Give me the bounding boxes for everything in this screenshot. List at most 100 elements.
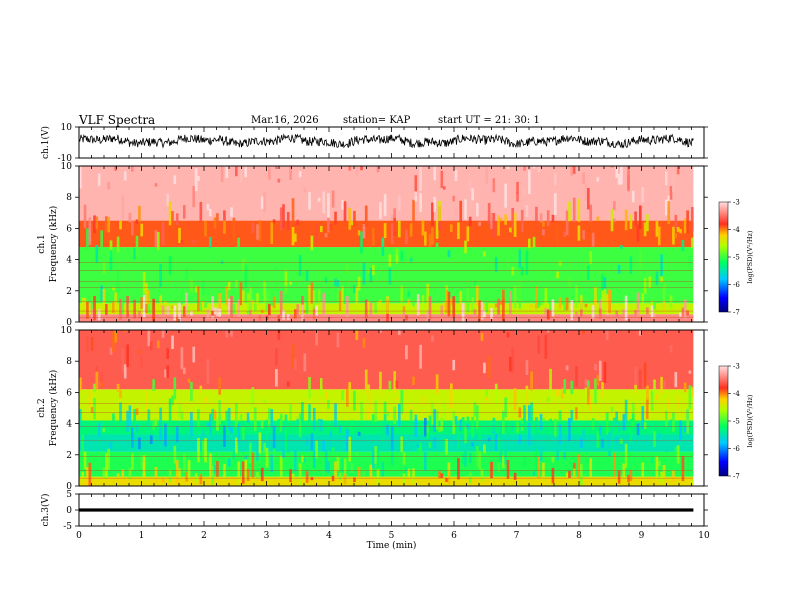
ch1-streak [433, 166, 437, 181]
ch1-streak [145, 304, 148, 314]
ch1-streak [516, 181, 519, 194]
ch2-streak [173, 445, 177, 464]
ch2-streak [190, 411, 193, 437]
ch2-streak [133, 409, 136, 433]
ch1-streak [398, 220, 401, 238]
ch1-streak [341, 200, 344, 210]
ch1-streak [303, 188, 307, 192]
ch2-streak [374, 401, 378, 422]
ch1-streak [532, 166, 536, 169]
ch1-streak [83, 297, 87, 310]
x-tick-label: 3 [264, 531, 270, 541]
ch1-streak [513, 212, 517, 237]
ch1-streak [289, 166, 292, 180]
ch1-streak [331, 190, 335, 208]
ch1-streak [374, 302, 378, 313]
ch2-streak [301, 455, 304, 463]
ch2-streak [312, 407, 316, 431]
ch1-streak [93, 215, 96, 234]
ch1-streak [601, 290, 604, 309]
ch1-streak [190, 278, 193, 293]
ch2-streak [438, 471, 441, 479]
ch2-streak [402, 452, 406, 465]
ch2-streak [242, 461, 245, 484]
ch2-streak [265, 447, 269, 468]
ch1-colorbar-label: log(PSD)(V²/Hz) [746, 230, 754, 283]
ch2-streak [88, 390, 92, 408]
ch1-streak [88, 224, 92, 246]
ch1-streak [407, 291, 411, 298]
ch1-streak [357, 230, 361, 236]
ch1-streak [97, 309, 101, 321]
ch1-streak [175, 317, 179, 322]
y-tick-label: 5 [66, 490, 72, 500]
ch2-streak [525, 360, 529, 375]
ch1-streak [275, 166, 278, 169]
ch2-streak [206, 422, 210, 427]
ch2-streak [620, 438, 623, 444]
ch1-streak [204, 220, 207, 237]
ch1-streak [452, 195, 456, 202]
ch2-streak [589, 458, 593, 482]
ch2-streak [457, 426, 460, 450]
ch1-streak [383, 223, 387, 239]
ch2-streak [504, 397, 507, 418]
ch1-streak [142, 272, 146, 295]
ch2-streak [275, 369, 278, 387]
ch2-streak [679, 420, 682, 441]
ch2-streak [617, 470, 621, 484]
ch1-streak [537, 166, 541, 173]
ch2-streak [376, 450, 380, 470]
ch2-streak [355, 451, 359, 456]
ch1-streak [558, 260, 562, 266]
ch1-streak [386, 296, 389, 314]
ch2-streak [275, 348, 278, 366]
ch2-streak [282, 426, 285, 438]
station-label: station= KAP [343, 115, 411, 126]
ch2-streak [140, 354, 144, 369]
ch2-streak [145, 390, 148, 415]
ch2-streak [296, 416, 300, 425]
ch2-streak [412, 468, 415, 484]
ch1-colorbar-tick-label: -6 [733, 281, 740, 289]
ch2-streak [657, 460, 661, 467]
ch2-streak [372, 450, 375, 469]
ch2-streak [400, 436, 404, 452]
ch2-streak [615, 411, 619, 425]
ch1-streak [97, 173, 101, 187]
ch2-streak [272, 426, 276, 448]
ch1-streak [145, 283, 148, 305]
ch2-streak [279, 413, 283, 432]
ch2-streak [97, 422, 101, 437]
ch1-streak [662, 301, 666, 314]
ch1-streak [121, 299, 125, 315]
ch1-streak [473, 280, 477, 285]
ch1-streak [674, 233, 678, 239]
ch1-streak [216, 308, 219, 317]
ch1-streak [265, 315, 269, 321]
ch2-streak [683, 382, 687, 393]
y-tick-label: 0 [66, 506, 72, 516]
x-tick-label: 9 [639, 531, 645, 541]
ch1-streak [440, 170, 444, 188]
ch1-streak [298, 254, 302, 277]
ch2-streak [109, 347, 113, 355]
ch1-streak [433, 196, 437, 212]
date-label: Mar.16, 2026 [251, 115, 319, 126]
ch2-streak [90, 336, 94, 351]
ch2-streak [102, 427, 106, 433]
ch2-streak [672, 412, 675, 432]
x-tick-label: 7 [514, 531, 520, 541]
ch1-streak [603, 288, 607, 312]
ch1-streak [286, 314, 290, 320]
ch1-streak [154, 183, 158, 187]
ch1-streak [639, 205, 642, 229]
ch1-streak [135, 219, 139, 224]
ch2-streak [672, 470, 675, 482]
ch2-streak [532, 471, 536, 476]
ch1-streak [327, 193, 330, 218]
ch1-streak [636, 292, 640, 317]
ch2-streak [565, 365, 569, 371]
ch2-streak [594, 364, 597, 371]
ch2-streak [216, 418, 219, 431]
